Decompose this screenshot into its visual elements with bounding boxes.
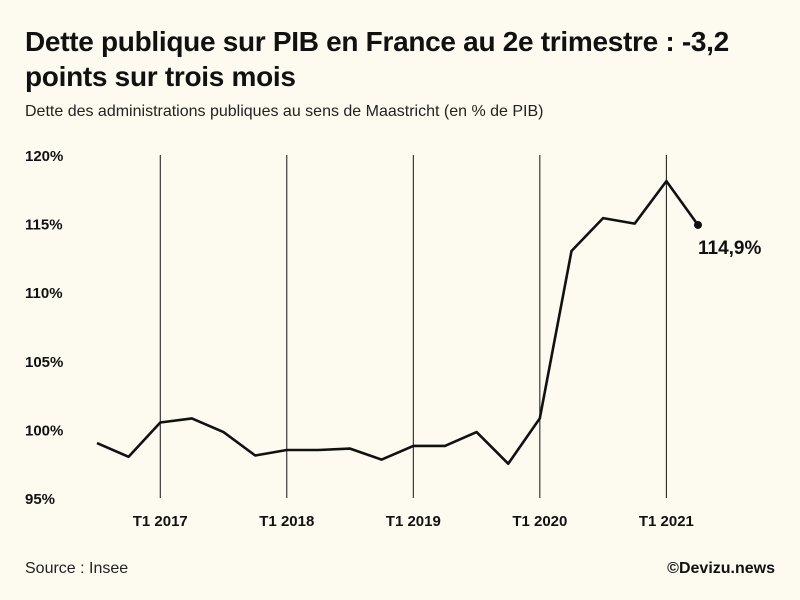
chart-subtitle: Dette des administrations publiques au s… xyxy=(25,103,544,120)
x-tick-label: T1 2017 xyxy=(133,513,188,530)
series-layer xyxy=(96,179,700,466)
x-tick-label: T1 2019 xyxy=(386,513,441,530)
y-tick-label: 110% xyxy=(25,285,63,302)
y-tick-label: 105% xyxy=(25,354,63,371)
gridlines xyxy=(159,155,667,498)
chart-title: Dette publique sur PIB en France au 2e t… xyxy=(25,26,729,92)
x-tick-label: T1 2021 xyxy=(639,513,694,530)
credit-label: ©Devizu.news xyxy=(667,560,775,577)
y-axis: 95% 100% 105% 110% 115% 120% xyxy=(25,148,63,508)
y-tick-label: 120% xyxy=(25,148,63,165)
y-tick-label: 95% xyxy=(25,491,55,508)
x-axis: T1 2017 T1 2018 T1 2019 T1 2020 T1 2021 xyxy=(133,513,694,530)
end-point-marker xyxy=(694,220,702,229)
x-tick-label: T1 2018 xyxy=(259,513,314,530)
x-tick-label: T1 2020 xyxy=(512,513,567,530)
annotation-layer: 114,9% xyxy=(694,220,761,259)
y-tick-label: 115% xyxy=(25,217,63,234)
y-tick-label: 100% xyxy=(25,422,63,439)
source-note: Source : Insee xyxy=(25,560,129,577)
end-value-label: 114,9% xyxy=(698,238,761,259)
series-line xyxy=(96,179,700,466)
